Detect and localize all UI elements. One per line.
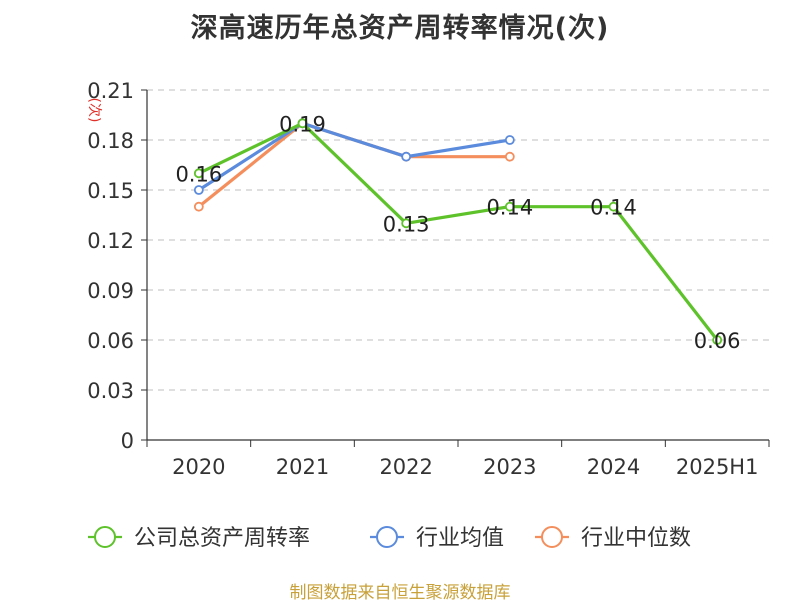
- legend-label-2: 行业中位数: [581, 526, 691, 551]
- legend-label-1: 行业均值: [416, 526, 504, 551]
- series-line-1: [197, 121, 511, 192]
- data-label-1: 0.19: [279, 112, 326, 136]
- series-0-point-4: [608, 201, 619, 212]
- series-2-point-0: [193, 201, 204, 212]
- y-tick-label-3: 0.09: [87, 279, 134, 303]
- legend-marker-0: [94, 526, 116, 548]
- chart-source: 制图数据来自恒生聚源数据库: [289, 583, 511, 603]
- legend-label-0: 公司总资产周转率: [134, 526, 310, 551]
- data-label-0: 0.16: [175, 162, 222, 186]
- y-tick-label-5: 0.15: [87, 179, 134, 203]
- series-1-point-3: [504, 135, 515, 145]
- y-axis-label: (次): [86, 98, 102, 123]
- data-label-5: 0.06: [694, 329, 741, 353]
- series-1-point-2: [401, 151, 412, 162]
- series-0-point-1: [297, 118, 308, 129]
- series-0-point-0: [193, 168, 204, 179]
- chart-title: 深高速历年总资产周转率情况(次): [190, 13, 610, 44]
- y-tick-label-6: 0.18: [87, 129, 134, 153]
- x-tick-label-0: 2020: [172, 455, 225, 479]
- series-line-2: [197, 121, 510, 208]
- x-tick-label-4: 2024: [587, 455, 640, 479]
- y-tick-label-1: 0.03: [87, 379, 134, 403]
- x-tick-label-3: 2023: [483, 455, 536, 479]
- y-tick-label-2: 0.06: [87, 329, 134, 353]
- x-tick-label-5: 2025H1: [676, 455, 759, 479]
- series-2-point-3: [504, 151, 515, 162]
- y-tick-label-0: 0: [121, 429, 134, 453]
- data-label-4: 0.14: [590, 196, 637, 220]
- series-0-point-5: [712, 335, 723, 345]
- x-tick-label-2: 2022: [379, 455, 432, 479]
- series-line-0: [198, 121, 719, 341]
- data-label-3: 0.14: [486, 196, 533, 220]
- y-tick-label-4: 0.12: [87, 229, 134, 253]
- series-0-point-3: [504, 201, 515, 212]
- legend-marker-2: [541, 526, 563, 548]
- data-label-2: 0.13: [383, 212, 430, 236]
- y-tick-label-7: 0.21: [87, 79, 134, 103]
- x-tick-label-1: 2021: [276, 455, 329, 479]
- legend-marker-1: [376, 526, 398, 548]
- series-1-point-0: [193, 185, 204, 195]
- series-0-point-2: [401, 218, 412, 229]
